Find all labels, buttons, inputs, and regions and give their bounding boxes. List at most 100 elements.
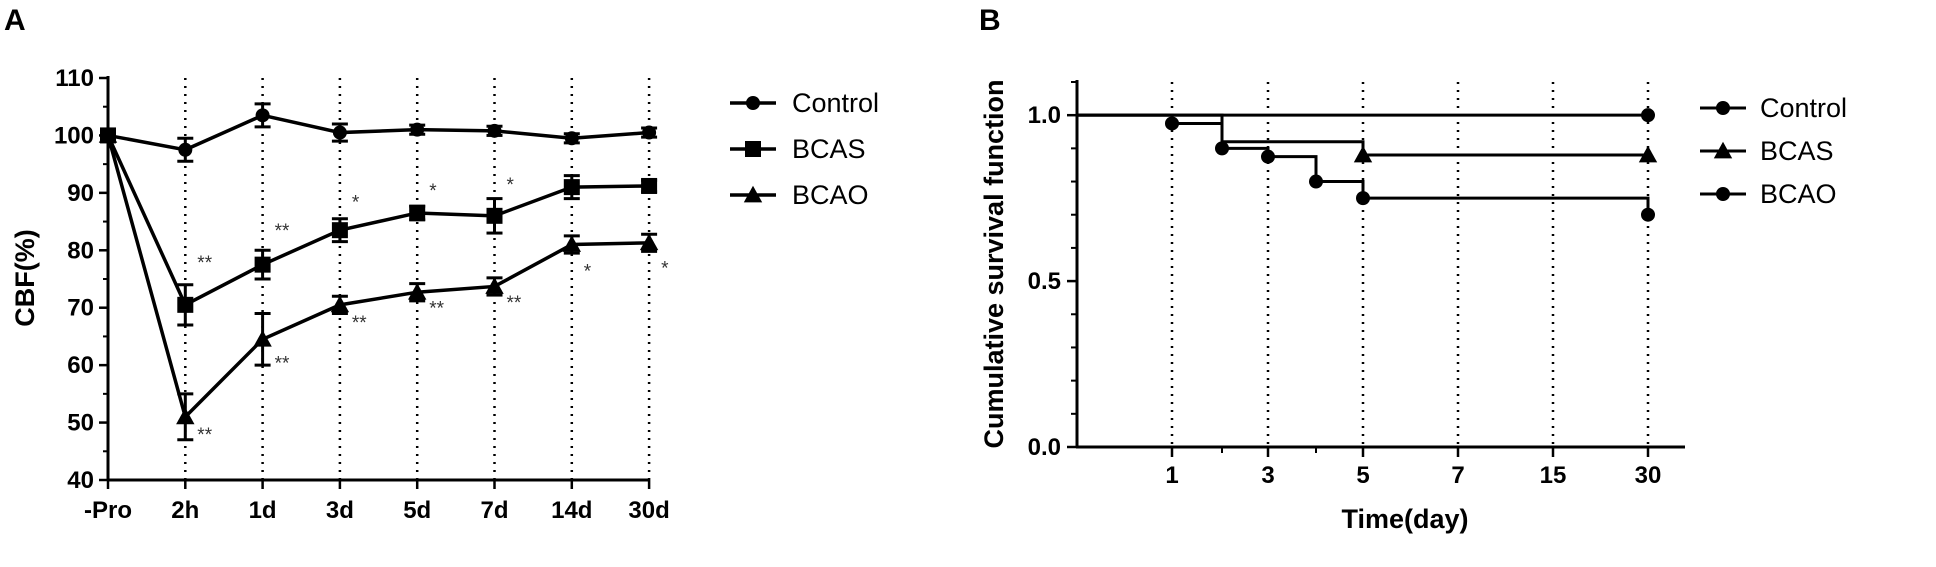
panel-a-point-bcao — [98, 126, 118, 143]
panel-b-point-bcao — [1641, 207, 1655, 222]
panel-a-series-line-bcas — [106, 134, 650, 308]
panel-a-point-bcao — [253, 330, 272, 347]
panel-b-legend-marker — [1713, 141, 1733, 159]
panel-a-legend-marker — [746, 96, 760, 110]
panel-b-point-bcas — [1353, 145, 1373, 163]
panel-a-point-control — [642, 125, 657, 140]
panel-a-y-tick-label: 90 — [67, 180, 94, 207]
panel-a-series-line-control — [107, 113, 650, 152]
panel-b-y-tick-label: 0.5 — [1028, 268, 1061, 295]
panel-b-legend-label: Control — [1760, 93, 1847, 123]
panel-a-significance-label: * — [429, 181, 437, 202]
panel-a-legend-label: Control — [792, 88, 879, 118]
panel-a-y-tick-label: 110 — [55, 65, 94, 92]
panel-b-chart: B 0.0 0.5 1.0 1 3 5 7 15 30 Control BCAS BCAO Cumu… — [979, 4, 1847, 534]
panel-b-x-tick-label: 7 — [1451, 462, 1464, 489]
panel-a-point-control — [178, 142, 193, 157]
panel-a-point-bcas — [331, 222, 348, 239]
panel-b-legend-marker — [1716, 101, 1730, 115]
panel-a-x-tick-label: 1d — [249, 497, 277, 524]
panel-a-legend: Control BCAS BCAO — [730, 88, 879, 210]
panel-a-y-tick-label: 100 — [54, 122, 94, 149]
panel-a-significance-label: ** — [429, 299, 444, 320]
panel-b-y-axis-title: Cumulative survival function — [979, 79, 1009, 448]
panel-a-point-bcao — [639, 233, 659, 251]
panel-a-point-control — [487, 123, 502, 138]
panel-b-point-bcao — [1261, 149, 1275, 164]
panel-a-x-tick-label: 5d — [403, 497, 431, 524]
panel-b-point-bcao — [1165, 116, 1179, 131]
panel-b-legend-marker — [1716, 187, 1730, 201]
panel-a-point-bcas — [641, 177, 658, 194]
panel-a-significance-label: ** — [507, 293, 522, 314]
panel-a-series-line-bcao — [106, 134, 650, 421]
panel-a-significance-label: * — [661, 259, 669, 280]
panel-a-legend-label: BCAO — [792, 180, 869, 210]
panel-a-significance-label: * — [584, 261, 592, 282]
panel-a-significance-label: * — [507, 175, 515, 196]
panel-a-y-tick-label: 80 — [67, 237, 94, 264]
panel-a-x-tick-label: 7d — [480, 497, 508, 524]
panel-a-y-tick-label: 40 — [67, 467, 94, 494]
panel-a-significance-label: ** — [275, 353, 290, 374]
panel-b-series — [1077, 108, 1658, 222]
panel-b-point-bcao — [1356, 191, 1370, 206]
panel-a-x-tick-label: 3d — [326, 497, 354, 524]
panel-a-point-control — [255, 108, 270, 123]
panel-a-point-bcao — [176, 407, 195, 425]
panel-a-point-bcas — [254, 256, 271, 273]
panel-a-point-control — [332, 125, 347, 140]
panel-b-legend-label: BCAS — [1760, 136, 1834, 166]
panel-a-point-bcas — [177, 296, 194, 313]
panel-a-x-tick-label: 14d — [551, 497, 592, 524]
panel-b-y-tick-label: 1.0 — [1028, 102, 1061, 129]
panel-a-label: A — [4, 4, 26, 37]
panel-a-series — [98, 102, 659, 442]
panel-a-significance-label: ** — [275, 221, 290, 242]
panel-a-legend-marker — [745, 141, 761, 157]
panel-b-x-tick-label: 3 — [1261, 462, 1274, 489]
panel-a-point-control — [564, 131, 579, 146]
panel-b-gridlines — [1170, 82, 1650, 447]
panel-a-significance-label: ** — [197, 253, 212, 274]
panel-a-point-bcas — [563, 179, 580, 196]
panel-b-x-axis-title: Time(day) — [1341, 504, 1468, 534]
panel-a-point-control — [410, 122, 425, 137]
panel-a-significance-label: * — [352, 192, 360, 213]
panel-a-annotations: ****************** * — [197, 175, 669, 446]
panel-b-axes: 0.0 0.5 1.0 1 3 5 7 15 30 — [1028, 80, 1685, 489]
panel-b-x-tick-label: 15 — [1540, 462, 1567, 489]
panel-a-legend-label: BCAS — [792, 134, 866, 164]
panel-b-y-tick-label: 0.0 — [1028, 434, 1061, 461]
panel-a-y-axis-title: CBF(%) — [10, 229, 40, 326]
panel-a-x-tick-label: -Pro — [84, 497, 132, 524]
panel-b-step-line-bcas — [1077, 113, 1648, 157]
panel-b-x-tick-label: 1 — [1165, 462, 1178, 489]
panel-a-point-bcao — [485, 277, 504, 294]
panel-a-point-bcao — [330, 295, 350, 313]
panel-a-legend-marker — [743, 185, 763, 203]
panel-a-point-bcas — [486, 207, 503, 224]
panel-a-x-tick-label: 30d — [628, 497, 669, 524]
panel-a-x-tick-label: 2h — [171, 497, 199, 524]
panel-b-x-tick-label: 30 — [1635, 462, 1662, 489]
panel-b-point-bcas — [1638, 145, 1658, 163]
panel-a-axes: 40 50 60 70 80 90 100 110 -Pro 2h 1d 3d 5d 7d 14d 30d — [54, 65, 670, 524]
panel-a-y-tick-label: 60 — [67, 352, 94, 379]
panel-a-chart: A 40 50 60 70 80 90 100 110 -Pro 2h 1d 3d 5d 7d 14d 30d… — [4, 4, 879, 524]
panel-b-legend-label: BCAO — [1760, 179, 1837, 209]
panel-b-point-bcao — [1215, 141, 1229, 156]
panel-b-point-bcao — [1309, 174, 1323, 189]
panel-a-point-bcao — [408, 283, 427, 300]
panel-a-y-tick-label: 50 — [67, 410, 94, 437]
panel-b-label: B — [979, 4, 1001, 37]
panel-a-significance-label: ** — [352, 313, 367, 334]
panel-a-y-tick-label: 70 — [67, 295, 94, 322]
panel-a-point-bcao — [562, 235, 581, 252]
panel-b-point-control — [1641, 108, 1655, 123]
panel-a-significance-label: ** — [197, 425, 212, 446]
panel-a-point-bcas — [409, 204, 426, 221]
panel-b-legend: Control BCAS BCAO — [1700, 93, 1847, 209]
panel-b-x-tick-label: 5 — [1356, 462, 1369, 489]
